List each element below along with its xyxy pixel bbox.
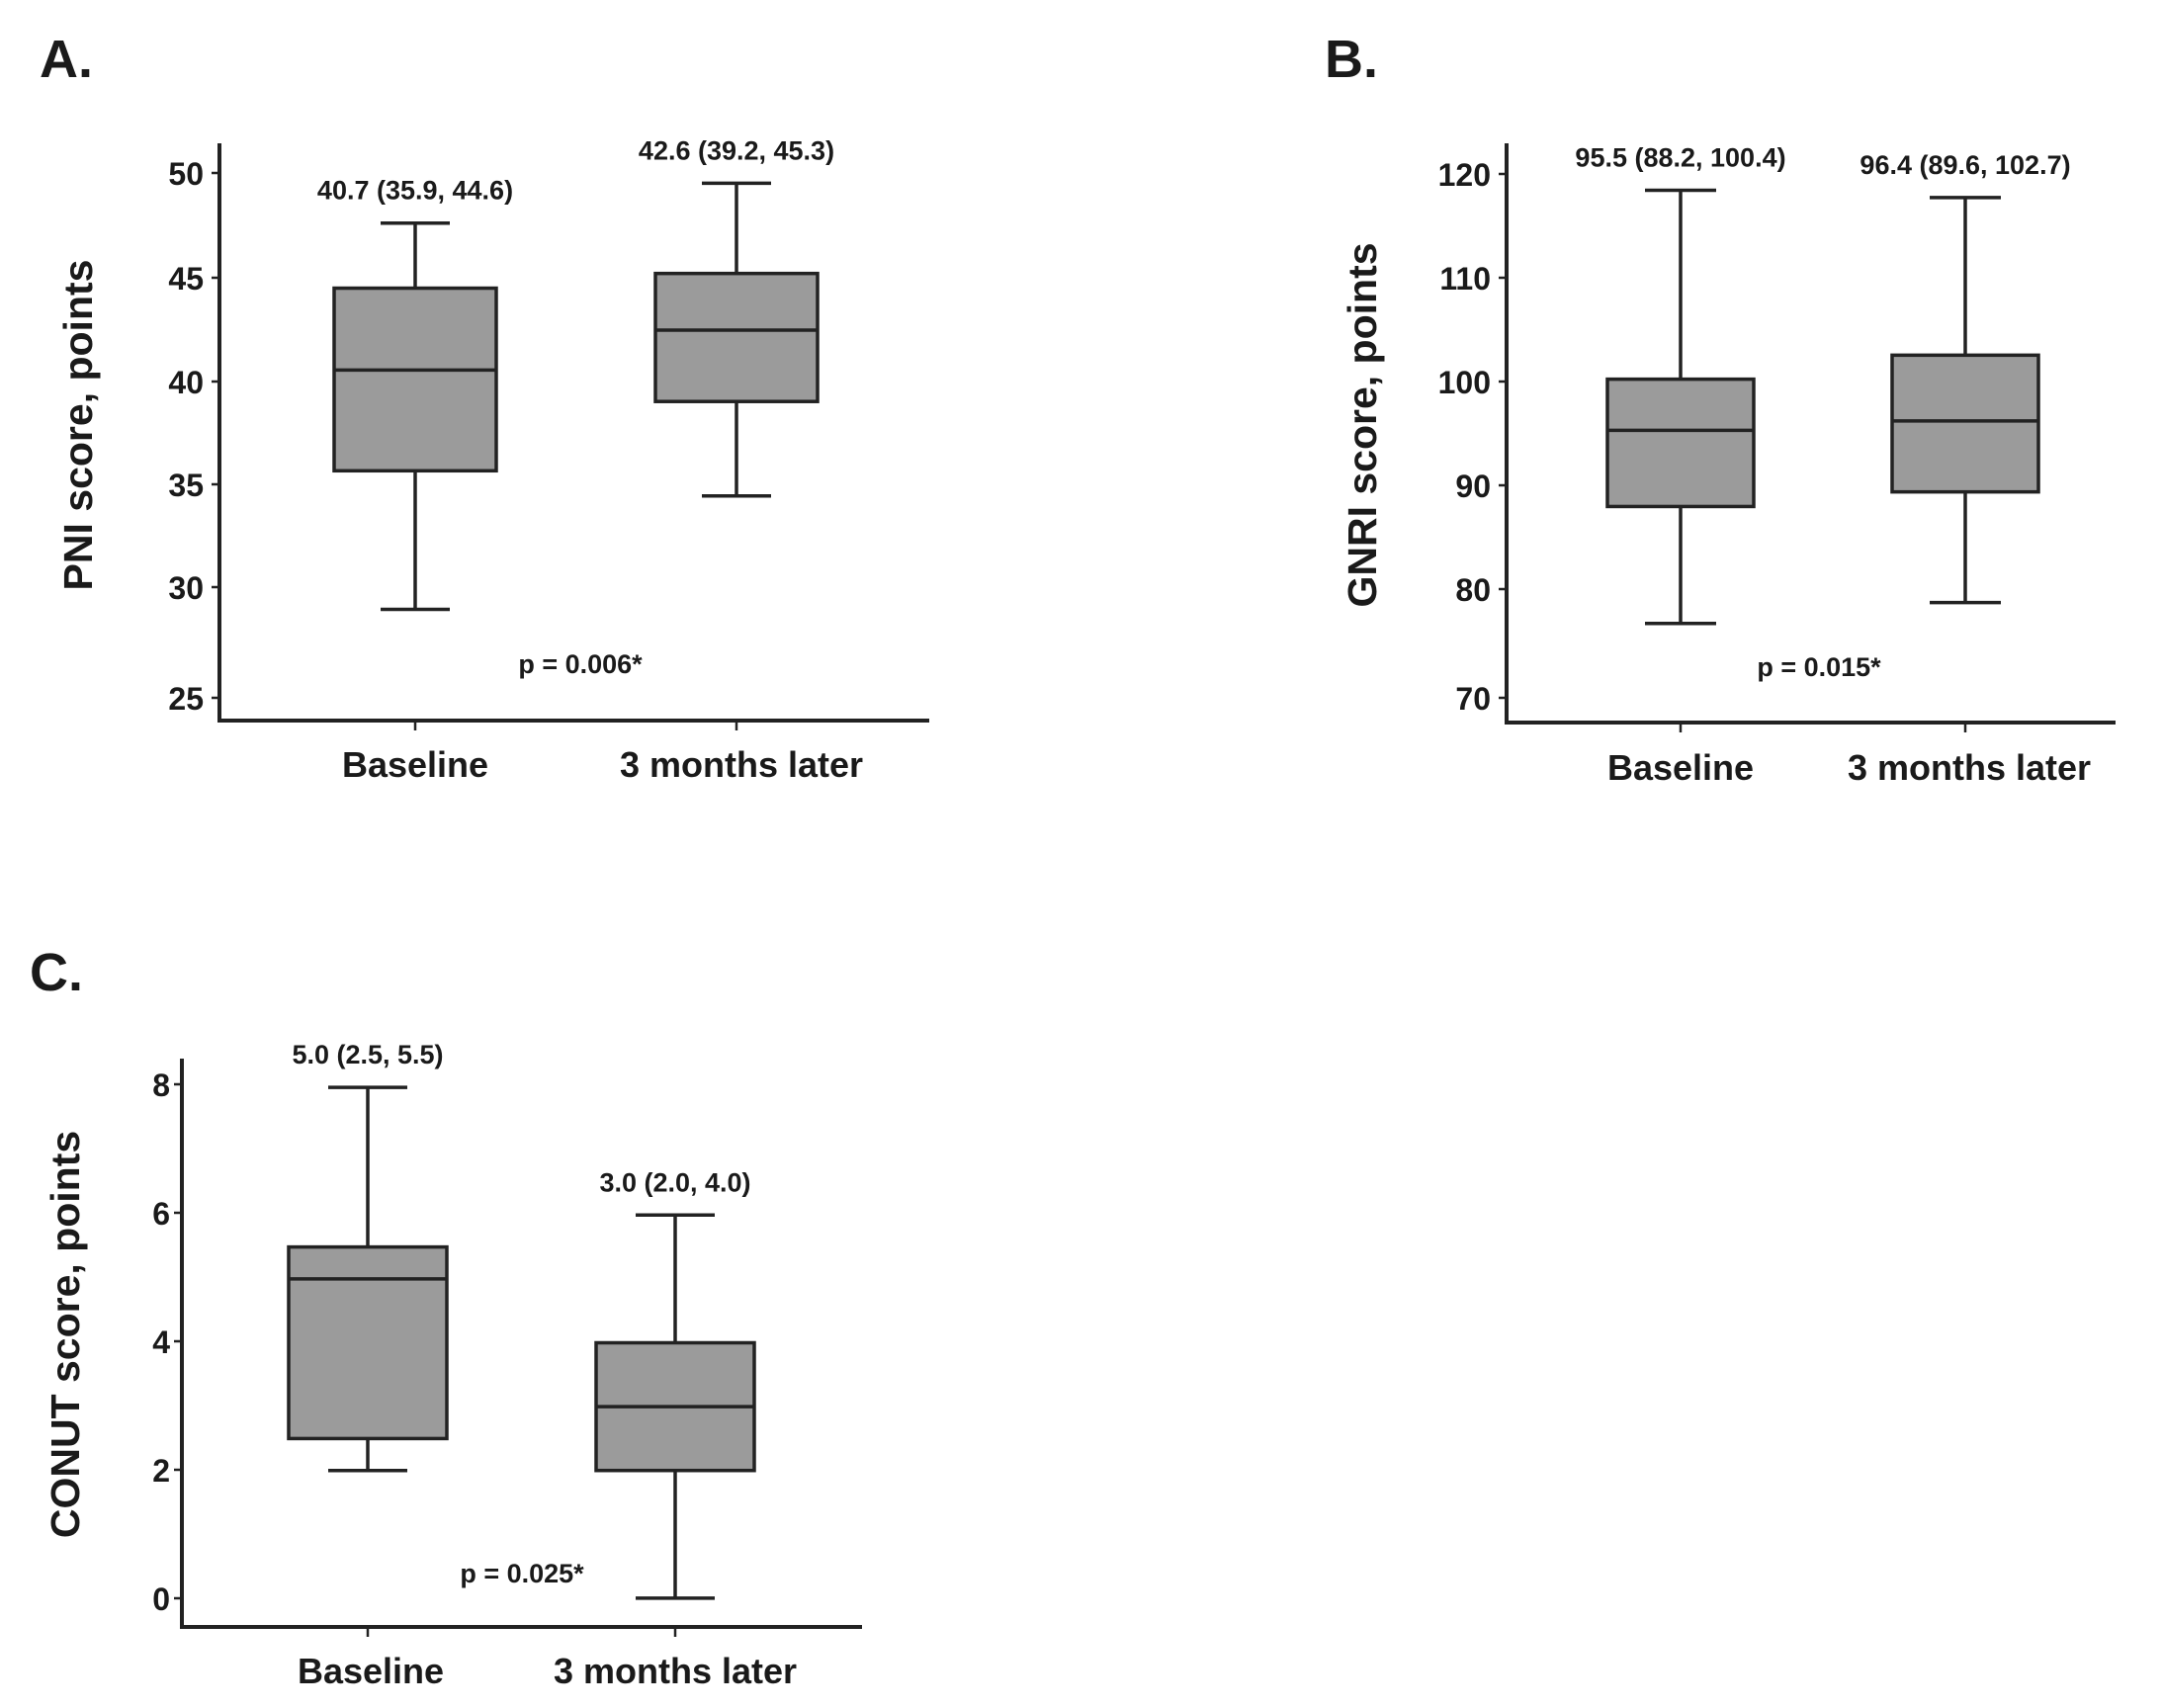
panel-b-ytick-label: 120 [1438,157,1491,193]
panel-a-ytick-label: 30 [168,570,204,606]
panel-c-box-1-annotation: 5.0 (2.5, 5.5) [292,1040,443,1069]
panel-c-xtick-label: Baseline [298,1651,444,1691]
panel-a-box-1-iqr-box [332,286,498,473]
panel-c-ylabel: CONUT score, points [43,1131,88,1538]
panel-c-ytick-label: 0 [152,1581,170,1617]
panel-b-ytick-label: 80 [1455,572,1491,608]
panel-a-ytick-label: 40 [168,365,204,400]
panel-b-ylabel: GNRI score, points [1340,242,1385,607]
panel-a-ytick-label: 35 [168,468,204,503]
panel-c-p-value: p = 0.025* [460,1559,584,1588]
panel-b-ytick-label: 90 [1455,469,1491,504]
panel-b-ytick-label: 110 [1439,261,1491,297]
panel-b-label: B. [1325,30,1378,89]
panel-a-box-2-iqr-box [653,271,820,403]
panel-b-yticks: 70 80 90 100 110 120 [1438,157,1507,717]
panel-c-box-1-iqr-box [287,1244,449,1441]
panel-a-ytick-label: 45 [168,261,204,297]
panel-c: C. CONUT score, points 0 2 4 6 8 Baselin… [30,943,862,1691]
panel-c-ytick-label: 8 [152,1068,170,1103]
panel-c-yticks: 0 2 4 6 8 [152,1068,182,1617]
panel-a-p-value: p = 0.006* [518,649,643,679]
panel-c-ytick-label: 6 [152,1196,170,1232]
panel-a-label: A. [40,30,93,89]
panel-c-ytick-label: 2 [152,1453,170,1489]
panel-b-ytick-label: 100 [1438,365,1491,400]
panel-a-ytick-label: 25 [168,681,204,717]
panel-c-axes [180,1059,862,1629]
panel-b-plot-area: 95.5 (88.2, 100.4) 96.4 (89.6, 102.7) [1575,143,2071,626]
panel-c-box-2-annotation: 3.0 (2.0, 4.0) [599,1167,750,1197]
panel-b-ytick-label: 70 [1455,681,1491,717]
panel-c-ytick-label: 4 [152,1324,170,1360]
panel-b-box-1-iqr-box [1605,377,1756,509]
panel-c-xtick-label: 3 months later [554,1651,797,1691]
panel-a-xtick-label: Baseline [342,744,488,785]
panel-a-box-1-annotation: 40.7 (35.9, 44.6) [317,176,513,206]
panel-c-label: C. [30,943,83,1002]
panel-a-yticks: 25 30 35 40 45 50 [168,156,219,717]
panel-a: A. PNI score, points 25 30 35 40 45 50 B… [40,30,929,785]
panel-b-axes [1505,143,2116,725]
panel-a-ytick-label: 50 [168,156,204,192]
panel-b: B. GNRI score, points 70 80 90 100 110 1… [1325,30,2116,788]
panel-a-box-2-annotation: 42.6 (39.2, 45.3) [639,135,834,165]
panel-a-xtick-label: 3 months later [620,744,863,785]
panel-b-box-2-iqr-box [1890,353,2040,494]
panel-a-ylabel: PNI score, points [55,260,101,591]
panel-a-plot-area: 40.7 (35.9, 44.6) 42.6 (39.2, 45.3) [317,135,834,612]
panel-c-plot-area: 5.0 (2.5, 5.5) 3.0 (2.0, 4.0) [287,1040,756,1600]
panel-a-axes [217,143,929,723]
panel-b-xtick-label: Baseline [1607,747,1754,788]
panel-b-xtick-label: 3 months later [1848,747,2091,788]
panel-b-box-2-annotation: 96.4 (89.6, 102.7) [1859,150,2070,180]
panel-b-box-1-annotation: 95.5 (88.2, 100.4) [1575,143,1785,173]
panel-b-p-value: p = 0.015* [1757,652,1881,682]
